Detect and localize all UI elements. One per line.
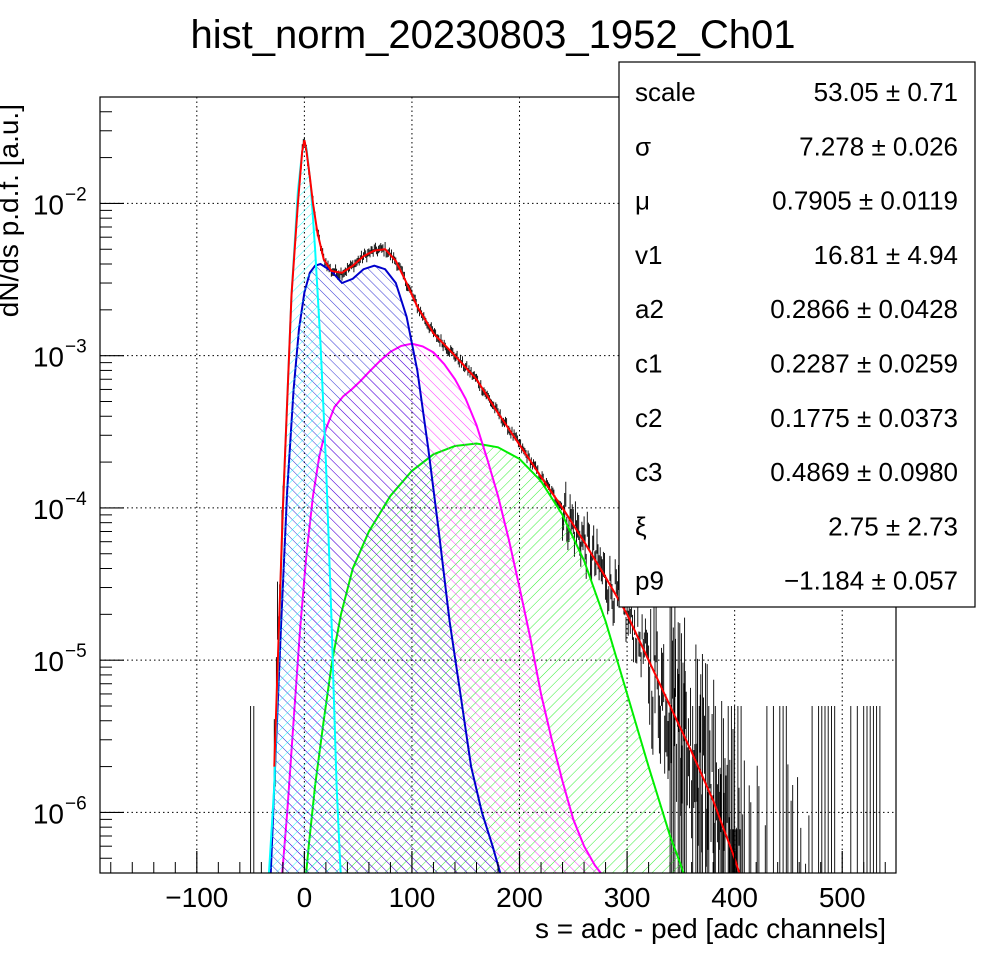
y-tick-exponent: −6 xyxy=(65,793,87,814)
x-tick-label: 100 xyxy=(389,882,436,913)
stat-name: c1 xyxy=(635,349,662,379)
total-fit-curve xyxy=(273,140,741,873)
stat-value: 2.75 ± 2.73 xyxy=(828,511,958,541)
fit-stats-box: scale 53.05 ± 0.71 σ 7.278 ± 0.026 μ 0.7905 ±… xyxy=(618,61,976,608)
y-tick-label: 10 xyxy=(33,646,64,677)
stat-name: μ xyxy=(635,186,650,216)
stat-value: 7.278 ± 0.026 xyxy=(799,131,958,161)
stat-name: v1 xyxy=(635,240,662,270)
y-tick-label: 10 xyxy=(33,494,64,525)
x-tick-label: −100 xyxy=(165,882,228,913)
x-tick-label: 0 xyxy=(297,882,313,913)
y-tick-label: 10 xyxy=(33,798,64,829)
stat-value: 0.2287 ± 0.0259 xyxy=(770,349,958,379)
stat-value: 0.7905 ± 0.0119 xyxy=(772,186,958,216)
stat-name: c2 xyxy=(635,403,662,433)
stat-value: 0.1775 ± 0.0373 xyxy=(770,403,958,433)
stat-value: −1.184 ± 0.057 xyxy=(784,566,958,596)
x-tick-label: 500 xyxy=(819,882,866,913)
y-tick-label: 10 xyxy=(33,342,64,373)
stat-value: 0.4869 ± 0.0980 xyxy=(770,457,958,487)
y-tick-exponent: −4 xyxy=(65,489,87,510)
stat-name: ξ xyxy=(635,511,647,541)
stats-box-frame xyxy=(618,61,976,608)
stat-name: a2 xyxy=(635,294,664,324)
stat-name: scale xyxy=(635,77,696,107)
stat-name: p9 xyxy=(635,566,664,596)
stat-value: 16.81 ± 4.94 xyxy=(814,240,958,270)
x-tick-label: 200 xyxy=(496,882,543,913)
y-tick-exponent: −5 xyxy=(65,641,87,662)
stat-name: c3 xyxy=(635,457,662,487)
y-tick-exponent: −2 xyxy=(65,184,87,205)
x-axis-title: s = adc - ped [adc channels] xyxy=(535,913,886,944)
component-fill xyxy=(267,142,344,873)
stat-value: 0.2866 ± 0.0428 xyxy=(770,294,958,324)
stat-name: σ xyxy=(635,131,651,161)
x-tick-label: 400 xyxy=(711,882,758,913)
y-tick-exponent: −3 xyxy=(65,337,87,358)
stat-value: 53.05 ± 0.71 xyxy=(814,77,958,107)
y-tick-label: 10 xyxy=(33,189,64,220)
data-layer xyxy=(250,137,881,873)
y-axis-title: dN/ds p.d.f. [a.u.] xyxy=(0,104,24,317)
x-tick-label: 300 xyxy=(604,882,651,913)
chart-title: hist_norm_20230803_1952_Ch01 xyxy=(191,13,796,57)
